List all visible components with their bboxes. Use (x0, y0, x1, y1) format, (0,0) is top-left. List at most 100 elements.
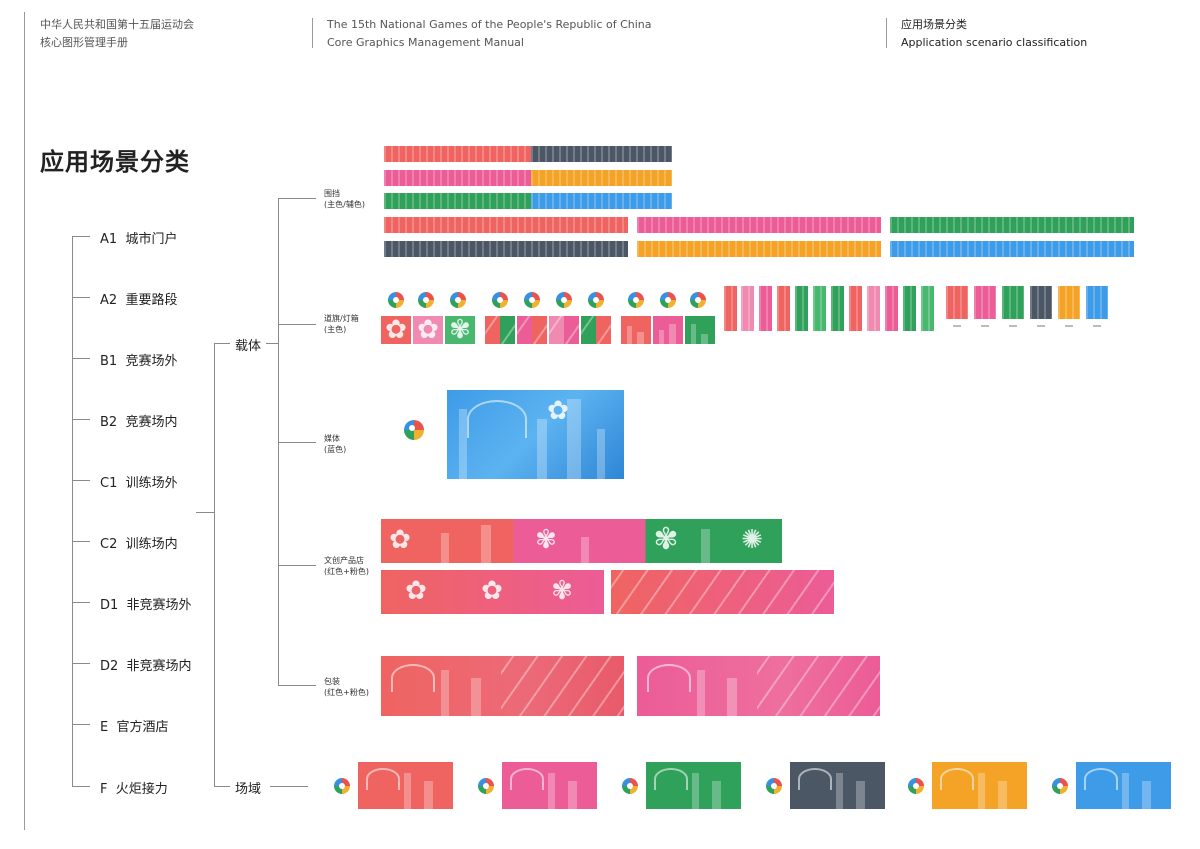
header-mid-line2: Core Graphics Management Manual (327, 36, 524, 49)
retail-banner-tricolor: ✿ ✾ ✾ ✺ (381, 519, 782, 563)
header-right-line2: Application scenario classification (901, 36, 1088, 49)
scenario-tick (72, 236, 90, 237)
street-flag (724, 286, 737, 331)
lightbox-pattern (517, 316, 547, 344)
node-venue: 场域 (235, 782, 262, 797)
emblem-icon (388, 292, 404, 308)
flag-card-orange (1058, 286, 1080, 319)
header-left: 中华人民共和国第十五届运动会 核心图形管理手册 (40, 16, 194, 52)
hoarding-long-orange (637, 241, 881, 257)
header-left-line2: 核心图形管理手册 (40, 36, 128, 49)
scenario-item: B2 竞赛场内 (100, 415, 178, 430)
emblem-icon (450, 292, 466, 308)
flag-card-caption (1037, 325, 1045, 327)
hoarding-strip-green-blue (384, 193, 672, 209)
page-margin-rule (24, 12, 25, 830)
emblem-icon (588, 292, 604, 308)
category-tick (278, 565, 316, 566)
category-label: 围挡 (主色/辅色) (324, 189, 365, 209)
street-flag (777, 286, 790, 331)
venue-panel-pink (502, 762, 597, 809)
scenario-tick (72, 724, 90, 725)
scenario-tick (72, 663, 90, 664)
category-label: 道旗/灯箱 (主色) (324, 314, 359, 334)
hoarding-long-red (384, 217, 628, 233)
scenario-tick (72, 358, 90, 359)
lightbox-green-flower: ✾ (445, 316, 475, 344)
venue-panel-green (646, 762, 741, 809)
lightbox-pattern (485, 316, 515, 344)
category-label: 文创产品店 (红色+粉色) (324, 556, 369, 576)
venue-panel-blue (1076, 762, 1171, 809)
scenario-item: C1 训练场外 (100, 476, 178, 491)
street-flag (867, 286, 880, 331)
venue-panel-orange (932, 762, 1027, 809)
scenario-tick (72, 602, 90, 603)
emblem-icon (404, 420, 424, 440)
emblem-icon (524, 292, 540, 308)
hoarding-long-blue (890, 241, 1134, 257)
venue-panel-red (358, 762, 453, 809)
emblem-icon (908, 778, 924, 794)
street-flag (885, 286, 898, 331)
category-bracket-line (278, 198, 279, 685)
packaging-red (381, 656, 624, 716)
flag-card-gray (1030, 286, 1052, 319)
flag-card-caption (1065, 325, 1073, 327)
lightbox-skyline (653, 316, 683, 344)
category-tick (278, 685, 316, 686)
street-flag (813, 286, 826, 331)
flag-card-caption (981, 325, 989, 327)
scenario-item: E 官方酒店 (100, 720, 169, 735)
flag-card-red (946, 286, 968, 319)
emblem-icon (418, 292, 434, 308)
emblem-icon (622, 778, 638, 794)
lightbox-skyline (621, 316, 651, 344)
lightbox-pattern (581, 316, 611, 344)
flag-card-caption (953, 325, 961, 327)
header-right: 应用场景分类 Application scenario classificati… (901, 16, 1087, 52)
emblem-icon (1052, 778, 1068, 794)
connector-line (196, 512, 214, 513)
category-tick (278, 324, 316, 325)
flag-card-blue (1086, 286, 1108, 319)
scenario-tick (72, 480, 90, 481)
node-bracket-line (214, 343, 215, 787)
emblem-icon (556, 292, 572, 308)
scenario-item: F 火炬接力 (100, 782, 168, 797)
street-flag (759, 286, 772, 331)
retail-banner-flowers: ✿ ✿ ✾ (381, 570, 604, 614)
flag-card-caption (1009, 325, 1017, 327)
lightbox-red-flower: ✿ (381, 316, 411, 344)
packaging-pink (637, 656, 880, 716)
media-blue-panel: ✿ (447, 390, 624, 479)
category-tick (278, 198, 316, 199)
flag-card-green (1002, 286, 1024, 319)
header-divider (886, 18, 887, 48)
hoarding-strip-pink-orange (384, 170, 672, 186)
lightbox-skyline (685, 316, 715, 344)
flag-card-caption (1093, 325, 1101, 327)
page-title: 应用场景分类 (40, 148, 190, 176)
retail-banner-rays (611, 570, 834, 614)
emblem-icon (628, 292, 644, 308)
node-carrier: 载体 (235, 339, 262, 354)
hoarding-long-pink (637, 217, 881, 233)
header-right-line1: 应用场景分类 (901, 18, 967, 31)
scenario-item: D2 非竞赛场内 (100, 659, 192, 674)
scenario-tick (72, 541, 90, 542)
emblem-icon (690, 292, 706, 308)
scenario-item: A2 重要路段 (100, 293, 178, 308)
street-flag (741, 286, 754, 331)
lightbox-pink-flower: ✿ (413, 316, 443, 344)
header-divider (312, 18, 313, 48)
scenario-bracket-line (72, 236, 73, 787)
scenario-item: B1 竞赛场外 (100, 354, 178, 369)
scenario-item: A1 城市门户 (100, 232, 178, 247)
scenario-tick (72, 786, 90, 787)
emblem-icon (660, 292, 676, 308)
street-flag (831, 286, 844, 331)
emblem-icon (766, 778, 782, 794)
flag-card-pink (974, 286, 996, 319)
node-tick (214, 343, 230, 344)
